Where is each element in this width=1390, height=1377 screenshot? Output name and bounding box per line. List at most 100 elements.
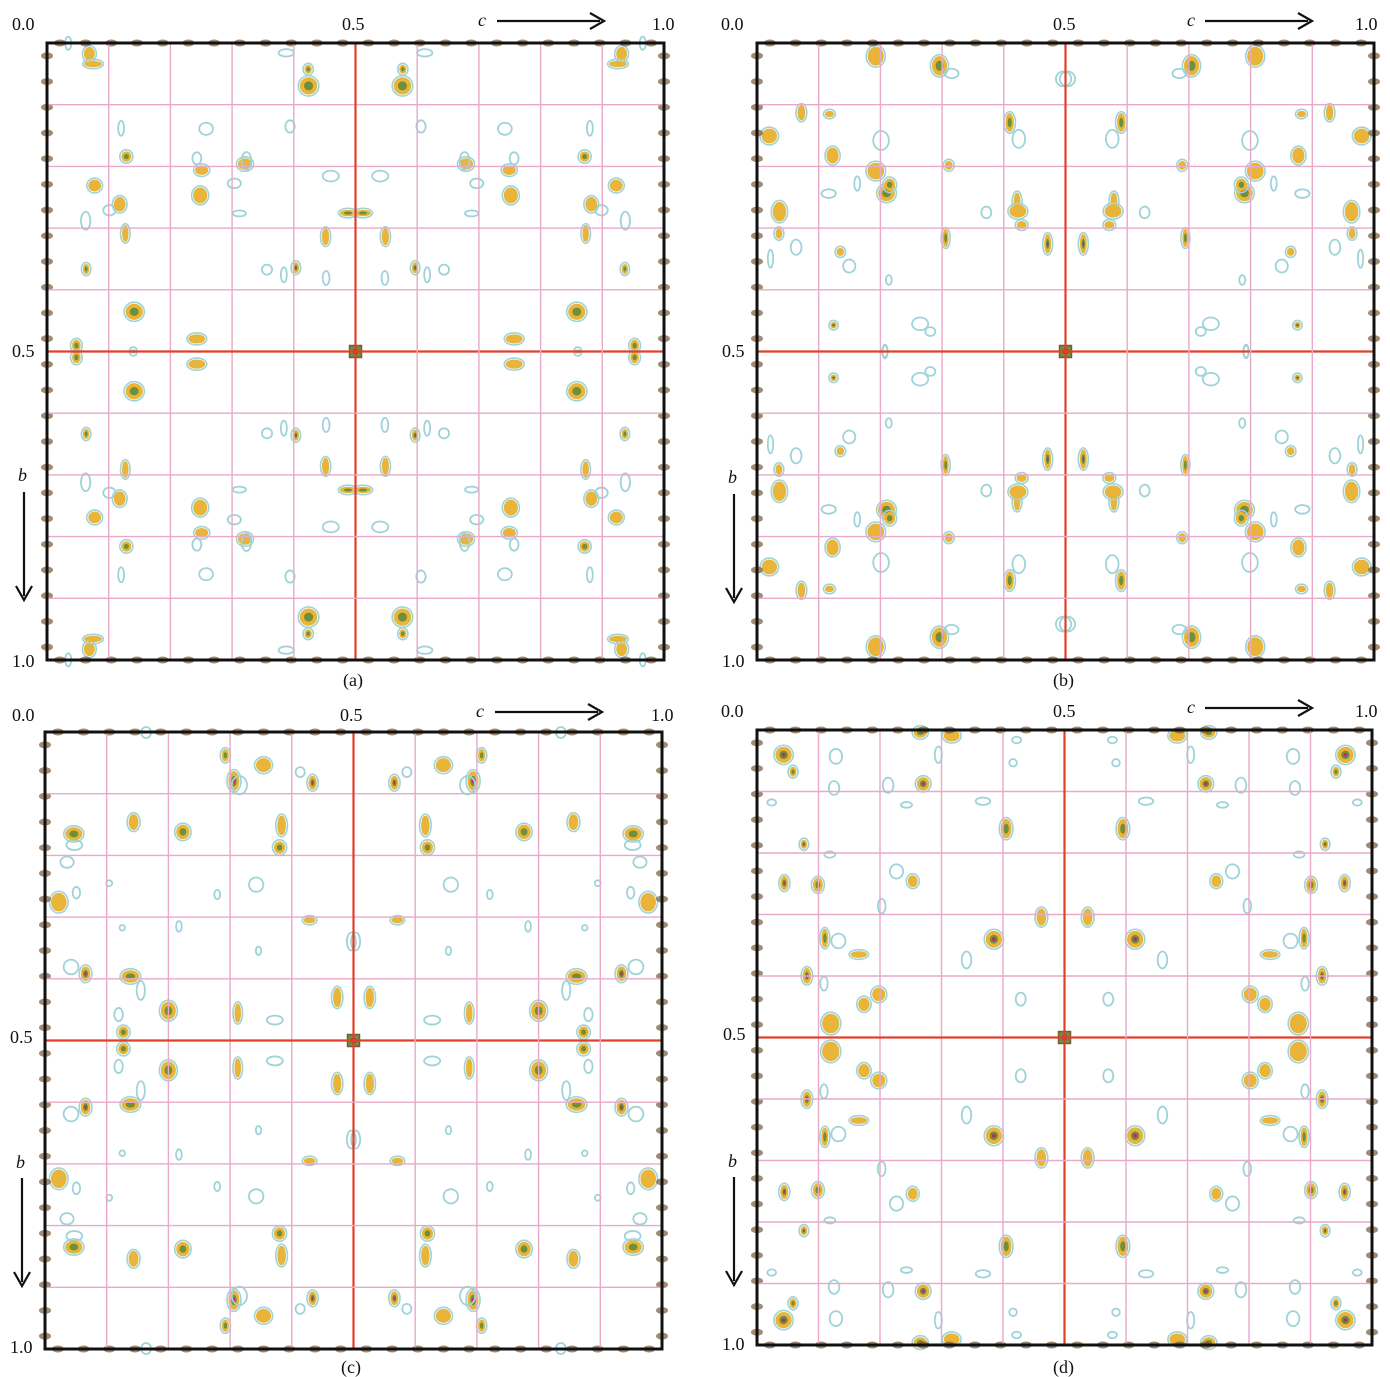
density-peak [260, 427, 273, 440]
density-peak [226, 1287, 242, 1313]
density-peak [350, 1129, 362, 1150]
density-peak [626, 885, 636, 900]
density-peak [458, 532, 471, 552]
density-peak [294, 1302, 306, 1315]
density-peak [117, 566, 125, 584]
density-peak [1328, 447, 1342, 465]
density-peak [869, 1071, 888, 1090]
density-peak [1233, 176, 1250, 194]
density-peak [497, 121, 513, 136]
density-peak [232, 1001, 244, 1025]
density-peak [475, 746, 488, 764]
density-peak [401, 766, 413, 779]
density-peak [1058, 615, 1076, 633]
density-peak [1007, 202, 1029, 220]
density-peak [321, 270, 331, 286]
density-peak [1242, 897, 1253, 915]
density-peak [1194, 366, 1207, 377]
density-peak [983, 1124, 1005, 1147]
c-arrow-c [495, 703, 605, 721]
density-peak [884, 417, 893, 429]
density-peak [819, 1011, 842, 1036]
density-peak [884, 274, 893, 286]
density-peak [1300, 1083, 1310, 1100]
density-peak [581, 924, 589, 932]
density-peak [240, 151, 253, 171]
label-c-axis-b: c [1187, 10, 1195, 30]
density-peak [464, 485, 480, 494]
density-peak [418, 813, 432, 838]
density-peak [1282, 1125, 1299, 1143]
density-peak [379, 455, 392, 478]
density-peak [423, 1055, 442, 1067]
density-peak [1107, 735, 1118, 745]
density-peak [192, 525, 211, 540]
density-peak [1259, 948, 1281, 961]
density-peak [1290, 145, 1307, 166]
density-peak [418, 1243, 432, 1268]
density-peak [759, 126, 780, 146]
density-peak [855, 995, 872, 1014]
density-peak [1238, 274, 1247, 286]
density-peak [619, 210, 631, 231]
density-peak [226, 177, 242, 190]
density-peak [279, 419, 288, 437]
label-origin-a: 0.0 [12, 14, 35, 34]
density-peak [1328, 238, 1342, 256]
density-peak [606, 58, 630, 70]
density-peak [834, 245, 847, 259]
label-b-axis-d: b [728, 1151, 737, 1171]
density-peak [419, 1224, 436, 1242]
density-peak [573, 349, 583, 357]
density-peak [778, 873, 791, 893]
density-peak [186, 357, 208, 372]
density-peak [1011, 735, 1022, 745]
density-peak [614, 964, 629, 984]
label-c-end-c: 1.0 [651, 705, 674, 725]
contour-layer-c [39, 726, 668, 1355]
density-peak [881, 776, 895, 794]
density-peak [1208, 872, 1224, 890]
density-peak [302, 626, 315, 641]
density-peak [330, 985, 344, 1010]
density-peak [1201, 371, 1220, 387]
density-peak [62, 1238, 85, 1257]
density-peak [226, 513, 242, 526]
density-peak [888, 863, 905, 880]
density-peak [275, 1243, 289, 1268]
density-peak [503, 357, 525, 372]
density-peak [1171, 67, 1188, 80]
density-peak [1269, 511, 1278, 528]
density-peak [297, 606, 320, 629]
label-c-half-a: 0.5 [342, 14, 365, 34]
density-peak [191, 151, 203, 166]
density-peak [911, 371, 930, 387]
density-peak [1274, 258, 1289, 274]
density-peak [1294, 583, 1309, 595]
density-peak [1224, 863, 1241, 880]
density-peak [345, 1129, 357, 1150]
label-b-axis-c: b [16, 1152, 25, 1172]
density-peak [914, 1282, 932, 1301]
density-peak [416, 645, 434, 655]
density-peak [795, 580, 808, 601]
density-peak [1291, 372, 1303, 384]
density-peak [78, 1097, 93, 1117]
density-peak [619, 472, 631, 493]
density-peak [271, 1224, 288, 1242]
density-peak [1102, 202, 1124, 220]
density-peak [1124, 928, 1146, 951]
density-peak [190, 185, 210, 206]
density-peak [1288, 780, 1302, 796]
density-peak [126, 1248, 141, 1270]
density-peak [1352, 1268, 1363, 1277]
density-peak [565, 967, 588, 986]
density-peak [469, 177, 485, 190]
density-peak [1138, 205, 1151, 220]
density-peak [1138, 483, 1151, 498]
density-peak [113, 1007, 124, 1023]
density-peak [1346, 461, 1358, 478]
density-peak [773, 744, 795, 766]
density-peak [1180, 453, 1191, 477]
density-peak [1008, 758, 1018, 768]
